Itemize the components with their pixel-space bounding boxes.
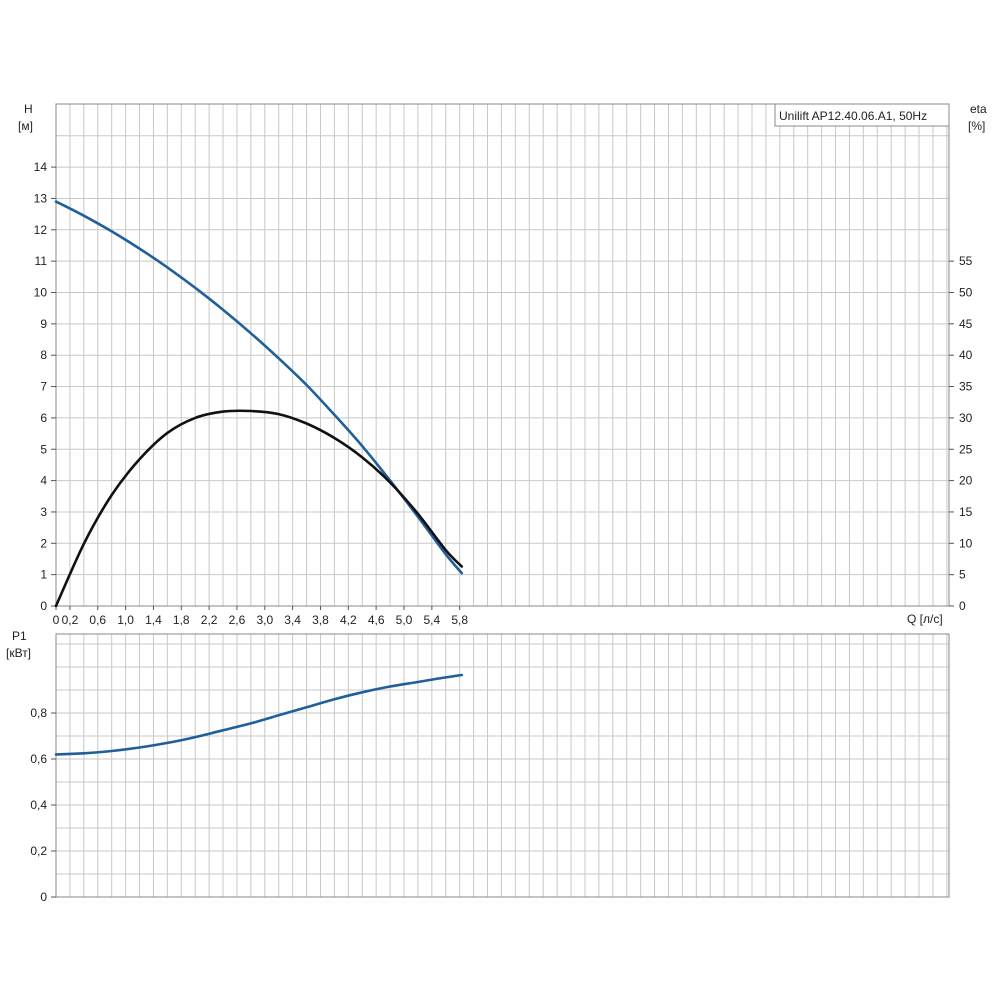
eta-tick-label: 50 xyxy=(959,286,973,300)
power-curve xyxy=(54,673,464,756)
eta-tick-label: 25 xyxy=(959,442,973,456)
p1-axis-label: P1 xyxy=(12,629,27,643)
eta-tick-label: 0 xyxy=(959,599,966,613)
p1-tick-label: 0,4 xyxy=(30,798,47,812)
p1-tick-label: 0 xyxy=(40,890,47,904)
eta-tick-label: 40 xyxy=(959,348,973,362)
q-tick-label: 2,6 xyxy=(229,613,246,627)
q-tick-label: 5,4 xyxy=(423,613,440,627)
h-tick-label: 4 xyxy=(40,474,47,488)
q-tick-label: 0,2 xyxy=(62,613,79,627)
eta-tick-label: 20 xyxy=(959,474,973,488)
q-axis-label: Q [л/с] xyxy=(907,612,943,626)
h-tick-label: 1 xyxy=(40,568,47,582)
q-tick-label: 1,4 xyxy=(145,613,162,627)
eta-axis-unit: [%] xyxy=(968,119,985,133)
h-tick-label: 9 xyxy=(40,317,47,331)
q-tick-label: 3,4 xyxy=(284,613,301,627)
top-curves xyxy=(54,200,464,608)
h-tick-label: 3 xyxy=(40,505,47,519)
bottom-plot-frame xyxy=(55,633,950,898)
q-tick-label: 3,0 xyxy=(256,613,273,627)
p1-axis-unit: [кВт] xyxy=(6,646,31,660)
head-efficiency-panel: 0123456789101112131405101520253035404550… xyxy=(18,102,987,627)
h-tick-label: 13 xyxy=(34,191,48,205)
q-tick-label: 1,0 xyxy=(117,613,134,627)
bottom-grid xyxy=(56,634,949,897)
h-tick-label: 12 xyxy=(34,223,48,237)
q-tick-label: 5,8 xyxy=(451,613,468,627)
top-axis-ticks: 0123456789101112131405101520253035404550… xyxy=(34,160,973,627)
h-tick-label: 0 xyxy=(40,599,47,613)
p1-tick-label: 0,6 xyxy=(30,752,47,766)
power-panel: 0 0,2 0,4 0,6 0,8 P1 [кВт] xyxy=(6,629,950,904)
q-tick-label: 3,8 xyxy=(312,613,329,627)
q-tick-label: 4,2 xyxy=(340,613,357,627)
bottom-curves xyxy=(54,673,464,756)
q-tick-label: 5,0 xyxy=(396,613,413,627)
h-tick-label: 5 xyxy=(40,442,47,456)
q-tick-label: 0 xyxy=(53,613,60,627)
eta-tick-label: 10 xyxy=(959,536,973,550)
top-grid xyxy=(56,104,949,606)
q-tick-label: 1,8 xyxy=(173,613,190,627)
eta-axis-label: eta xyxy=(970,102,987,116)
h-tick-label: 11 xyxy=(35,254,48,268)
q-tick-label: 4,6 xyxy=(368,613,385,627)
q-tick-label: 0,6 xyxy=(89,613,106,627)
efficiency-curve xyxy=(54,409,464,608)
h-axis-label: H xyxy=(24,102,33,116)
h-axis-unit: [м] xyxy=(18,119,33,133)
p1-tick-label: 0,8 xyxy=(30,706,47,720)
bottom-axis-ticks: 0 0,2 0,4 0,6 0,8 xyxy=(30,706,56,904)
h-tick-label: 6 xyxy=(40,411,47,425)
eta-tick-label: 30 xyxy=(959,411,973,425)
h-tick-label: 14 xyxy=(34,160,48,174)
h-tick-label: 2 xyxy=(40,536,47,550)
eta-tick-label: 45 xyxy=(959,317,973,331)
eta-tick-label: 35 xyxy=(959,380,973,394)
h-tick-label: 10 xyxy=(34,286,48,300)
p1-tick-label: 0,2 xyxy=(30,844,47,858)
eta-tick-label: 15 xyxy=(959,505,973,519)
chart-title-box xyxy=(774,103,950,127)
chart-title: Unilift AP12.40.06.A1, 50Hz xyxy=(779,109,927,123)
eta-tick-label: 55 xyxy=(959,254,973,268)
eta-tick-label: 5 xyxy=(959,568,966,582)
q-tick-label: 2,2 xyxy=(201,613,218,627)
h-tick-label: 8 xyxy=(40,348,47,362)
h-tick-label: 7 xyxy=(40,380,47,394)
